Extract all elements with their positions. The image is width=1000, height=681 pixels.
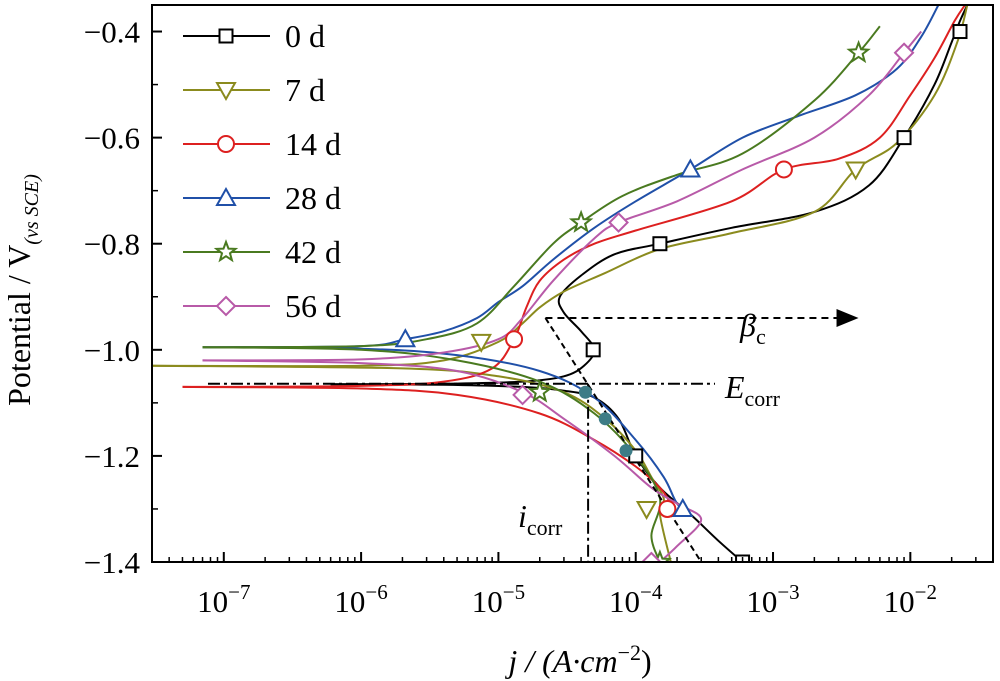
x-axis-title: j / (A·cm−2) (504, 640, 651, 679)
series-0-marker (585, 342, 601, 358)
beta-c-arrowhead (836, 308, 859, 327)
y-tick-label: −1.4 (84, 545, 141, 580)
guide-layer (207, 308, 859, 563)
series-4-marker (846, 39, 871, 64)
series-1-marker (470, 333, 492, 353)
legend-marker-3 (215, 186, 237, 206)
series-2-anodic-line (182, 5, 966, 388)
series-2-marker (505, 330, 524, 349)
series-1-marker (635, 500, 658, 520)
series-0-marker (896, 130, 912, 146)
x-tick-label: 10−6 (334, 580, 387, 619)
y-axis-title: Potential / V(vs SCE) (1, 174, 43, 406)
x-tick-label: 10−3 (746, 580, 799, 619)
series-0-marker (652, 236, 668, 252)
fit-point (578, 385, 592, 399)
series-3-marker (679, 158, 702, 178)
series-5-marker (640, 551, 662, 562)
series-0-marker (952, 24, 968, 40)
legend-marker-5 (215, 295, 237, 317)
series-1-cathodic-line (152, 364, 672, 562)
fit-point (598, 412, 612, 426)
x-tick-label: 10−2 (884, 580, 937, 619)
series-5-cathodic-line (202, 359, 703, 562)
series-4-marker (568, 209, 594, 233)
y-tick-label: −0.8 (84, 227, 140, 262)
x-tick-label: 10−5 (472, 580, 525, 619)
series-5-marker (608, 212, 629, 233)
tick-layer: 10−7 10−6 10−5 10−4 10−3 10−2 −0.4 −0.6 −0.8 −1.0… (84, 15, 994, 619)
beta-c-label: βc (739, 307, 766, 349)
series-4-cathodic-line (202, 346, 662, 562)
x-tick-label: 10−4 (609, 580, 663, 619)
series-1-anodic-line (152, 5, 969, 368)
tafel-fit-line (544, 317, 703, 563)
legend-label-2: 14 d (285, 126, 341, 162)
y-tick-label: −0.6 (84, 121, 140, 156)
series-5-anodic-line (202, 30, 922, 362)
series-2-cathodic-line (182, 385, 678, 515)
series-2-marker (658, 499, 677, 518)
legend-marker-2 (217, 135, 235, 153)
plot-frame (151, 4, 994, 563)
y-tick-label: −1.0 (84, 333, 140, 368)
marker-layer (394, 24, 968, 562)
e-corr-label: Ecorr (724, 369, 781, 411)
legend-label-5: 56 d (285, 288, 341, 324)
series-0-anodic-line (330, 5, 969, 386)
series-1-marker (844, 161, 867, 181)
series-layer (152, 5, 969, 562)
series-2-marker (774, 160, 793, 179)
legend: 0 d 7 d 14 d 28 d 42 d 56 d (183, 18, 341, 324)
legend-label-0: 0 d (285, 18, 325, 54)
series-3-anodic-line (202, 5, 940, 349)
legend-label-3: 28 d (285, 180, 341, 216)
series-3-cathodic-line (202, 346, 692, 516)
legend-label-1: 7 d (285, 72, 325, 108)
i-corr-label: icorr (518, 498, 563, 540)
series-0-cathodic-line (330, 383, 744, 562)
legend-label-4: 42 d (285, 234, 341, 270)
series-3-marker (672, 497, 694, 517)
fit-point (619, 444, 633, 458)
y-tick-label: −0.4 (84, 15, 141, 50)
series-4-marker (527, 379, 553, 403)
series-3-marker (394, 328, 417, 348)
x-tick-label: 10−7 (197, 580, 250, 619)
y-tick-label: −1.2 (84, 439, 140, 474)
legend-marker-0 (218, 28, 234, 44)
legend-marker-4 (213, 239, 239, 263)
series-5-marker (512, 384, 534, 406)
legend-marker-1 (215, 82, 237, 102)
series-5-marker (893, 42, 915, 64)
